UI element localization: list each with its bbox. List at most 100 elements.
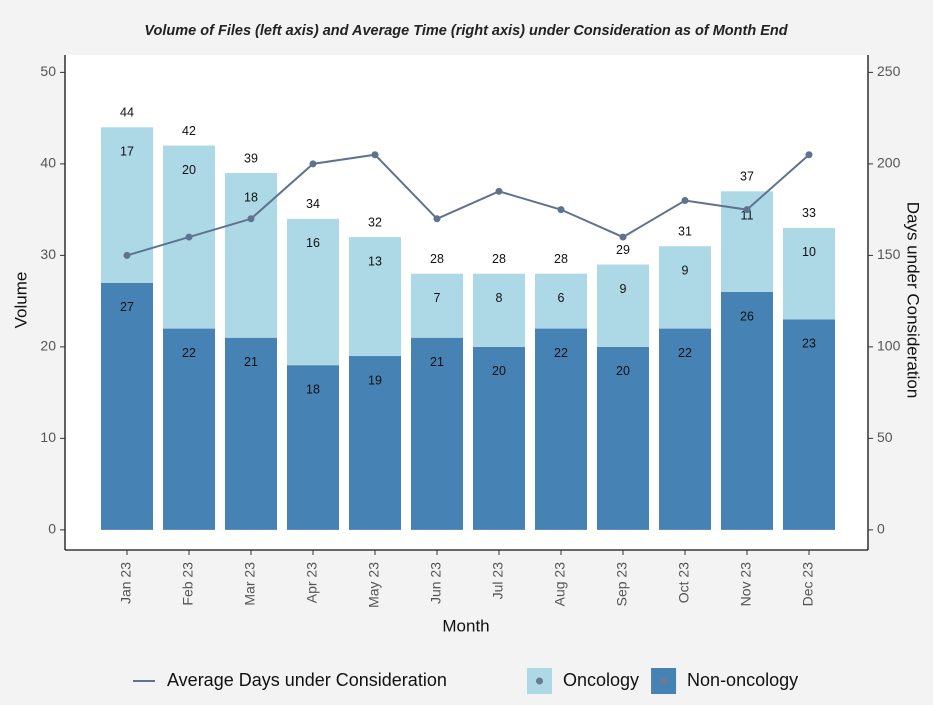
segment-label: 9 bbox=[620, 282, 627, 296]
bar-segment bbox=[349, 356, 401, 530]
segment-label: 21 bbox=[430, 355, 444, 369]
bar-segment bbox=[783, 227, 835, 320]
total-label: 44 bbox=[120, 106, 134, 120]
x-tick-label: Jun 23 bbox=[428, 562, 444, 604]
x-tick-label: Sep 23 bbox=[614, 562, 630, 607]
y-tick-label: 40 bbox=[40, 155, 56, 171]
legend-dot bbox=[660, 677, 668, 685]
segment-label: 13 bbox=[368, 254, 382, 268]
segment-label: 20 bbox=[492, 364, 506, 378]
bar-segment bbox=[473, 273, 525, 347]
total-label: 28 bbox=[430, 252, 444, 266]
x-tick-label: Jan 23 bbox=[118, 562, 134, 604]
segment-label: 7 bbox=[434, 291, 441, 305]
bar-segment bbox=[411, 337, 463, 530]
chart-title: Volume of Files (left axis) and Average … bbox=[144, 23, 788, 39]
segment-label: 11 bbox=[741, 209, 754, 223]
segment-label: 18 bbox=[306, 382, 320, 396]
total-label: 42 bbox=[182, 124, 196, 138]
x-tick-label: Aug 23 bbox=[552, 562, 568, 607]
bar-segment bbox=[597, 264, 649, 347]
total-label: 28 bbox=[554, 252, 568, 266]
y-tick-label: 50 bbox=[40, 63, 56, 79]
segment-label: 10 bbox=[802, 245, 816, 259]
segment-label: 6 bbox=[558, 291, 565, 305]
legend-label: Oncology bbox=[563, 670, 639, 690]
segment-label: 20 bbox=[182, 163, 196, 177]
segment-label: 19 bbox=[368, 373, 382, 387]
x-tick-label: Oct 23 bbox=[676, 562, 692, 603]
bar-segment bbox=[349, 237, 401, 357]
segment-label: 22 bbox=[182, 346, 196, 360]
total-label: 39 bbox=[244, 151, 258, 165]
segment-label: 18 bbox=[244, 190, 258, 204]
bar-segment bbox=[163, 328, 215, 530]
total-label: 31 bbox=[678, 225, 692, 239]
y2-tick-label: 0 bbox=[877, 521, 885, 537]
total-label: 37 bbox=[740, 170, 754, 184]
line-point bbox=[433, 215, 441, 223]
x-tick-label: Jul 23 bbox=[490, 562, 506, 600]
y-tick-label: 20 bbox=[40, 338, 56, 354]
x-tick-label: May 23 bbox=[366, 562, 382, 608]
segment-label: 17 bbox=[120, 145, 134, 159]
legend-label: Non-oncology bbox=[687, 670, 798, 690]
bar-segment bbox=[721, 291, 773, 530]
line-point bbox=[371, 151, 379, 159]
line-point bbox=[185, 233, 193, 241]
line-point bbox=[681, 196, 689, 204]
y-tick-label: 10 bbox=[40, 429, 56, 445]
segment-label: 9 bbox=[682, 264, 689, 278]
segment-label: 21 bbox=[244, 355, 258, 369]
x-tick-label: Mar 23 bbox=[242, 562, 258, 606]
y2-axis-title: Days under Consideration bbox=[904, 202, 923, 399]
line-point bbox=[123, 251, 131, 259]
segment-label: 26 bbox=[740, 309, 754, 323]
bar-segment bbox=[659, 328, 711, 530]
bar-segment bbox=[473, 346, 525, 530]
line-point bbox=[557, 206, 565, 214]
y2-tick-label: 100 bbox=[877, 338, 901, 354]
x-tick-label: Feb 23 bbox=[180, 562, 196, 606]
segment-label: 22 bbox=[678, 346, 692, 360]
line-point bbox=[619, 233, 627, 241]
segment-label: 27 bbox=[120, 300, 134, 314]
y-axis-title: Volume bbox=[11, 272, 30, 329]
y-tick-label: 30 bbox=[40, 246, 56, 262]
bar-segment bbox=[287, 218, 339, 366]
line-point bbox=[309, 160, 317, 168]
y2-tick-label: 200 bbox=[877, 155, 901, 171]
bar-segment bbox=[225, 337, 277, 530]
bar-segment bbox=[659, 246, 711, 329]
line-point bbox=[247, 215, 255, 223]
segment-label: 16 bbox=[306, 236, 320, 250]
x-tick-label: Apr 23 bbox=[304, 562, 320, 603]
total-label: 32 bbox=[368, 215, 382, 229]
legend-dot bbox=[536, 677, 543, 685]
line-point bbox=[495, 187, 503, 195]
line-point bbox=[743, 206, 751, 214]
bar-segment bbox=[535, 328, 587, 530]
segment-label: 20 bbox=[616, 364, 630, 378]
bar-segment bbox=[101, 282, 153, 530]
bar-segment bbox=[597, 346, 649, 530]
x-tick-label: Nov 23 bbox=[738, 562, 754, 607]
y2-tick-label: 50 bbox=[877, 429, 893, 445]
segment-label: 22 bbox=[554, 346, 568, 360]
legend-label: Average Days under Consideration bbox=[167, 670, 447, 690]
bar-segment bbox=[783, 319, 835, 530]
y2-tick-label: 250 bbox=[877, 63, 901, 79]
bar-segment bbox=[225, 173, 277, 338]
total-label: 29 bbox=[616, 243, 630, 257]
x-axis-title: Month bbox=[442, 616, 489, 635]
bar-segment bbox=[287, 365, 339, 530]
bar-segment bbox=[411, 273, 463, 338]
segment-label: 23 bbox=[802, 337, 816, 351]
x-tick-label: Dec 23 bbox=[800, 562, 816, 607]
total-label: 33 bbox=[802, 206, 816, 220]
total-label: 34 bbox=[306, 197, 320, 211]
line-series bbox=[126, 153, 810, 257]
y2-tick-label: 150 bbox=[877, 246, 901, 262]
y-tick-label: 0 bbox=[48, 521, 56, 537]
